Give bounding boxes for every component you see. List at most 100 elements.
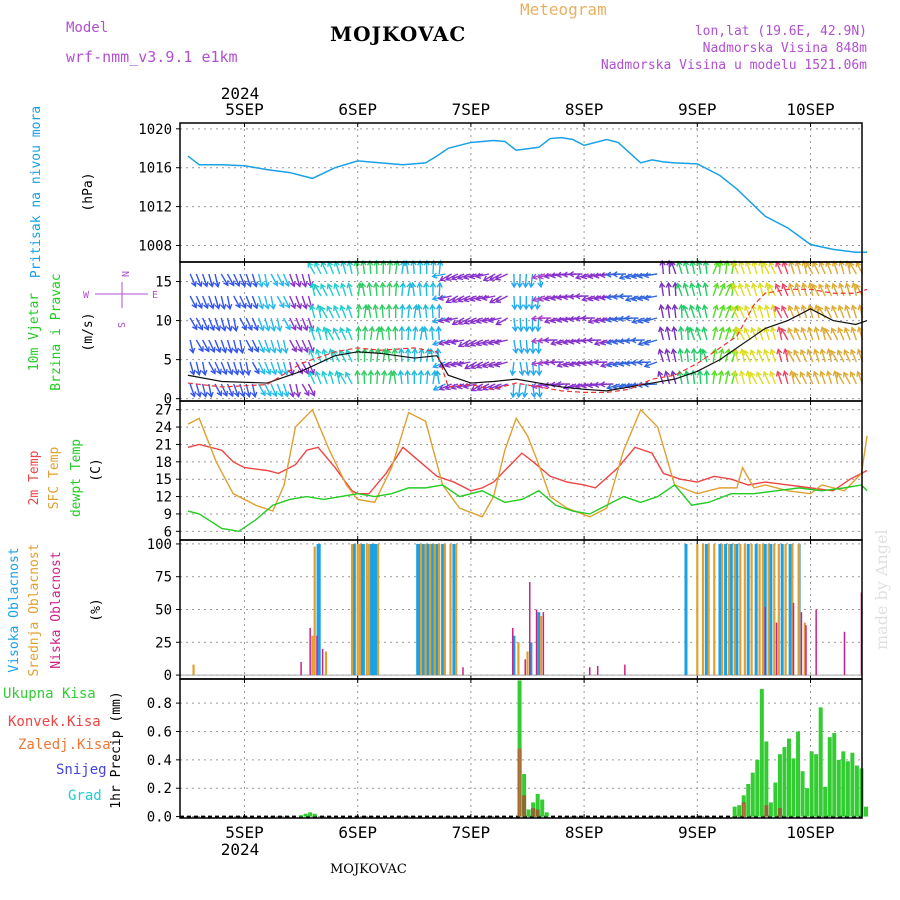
total-precip-bar [800,771,805,817]
wind-arrow [839,261,845,275]
wind-arrow-head [233,391,240,398]
wind-arrow [852,283,858,297]
wind-arrow-head [682,282,689,289]
wind-arrow-head [380,369,388,376]
wind-arrow [407,326,410,341]
wind-arrow-head [670,370,677,377]
high-cloud-bar [369,543,373,676]
wind-arrow [334,261,341,275]
wind-arrow [195,317,203,330]
wind-arrow-head [749,349,756,356]
wind-arrow [489,273,502,281]
wind-arrow-head [474,272,482,279]
wind-arrow [837,350,845,363]
wind-arrow-head [360,369,368,376]
wind-arrow [195,295,203,309]
wind-arrow-head [438,384,445,391]
wind-arrow [347,305,353,319]
wind-arrow [495,295,509,303]
wind-arrow [282,339,287,353]
wind-arrow [463,383,477,388]
wind-arrow [613,383,627,389]
wind-arrow-head [516,282,524,289]
wind-arrow [425,282,428,297]
wind-arrow [270,273,278,286]
wind-arrow-head [221,369,228,376]
wind-arrow [749,372,758,385]
wind-arrow [257,317,264,331]
wind-arrow [825,283,833,297]
wind-arrow [470,317,484,324]
wind-arrow-head [309,368,316,376]
wind-arrow [245,339,253,352]
wind-arrow-head [308,326,315,333]
wind-arrow-head [451,319,458,326]
wind-arrow [201,317,209,331]
wind-arrow [407,283,411,297]
low-cloud-bar [462,667,464,676]
wind-arrow-head [549,294,556,301]
high-cloud-bar [361,543,365,676]
mid-cloud-bar [727,543,731,676]
wind-arrow [800,372,808,385]
wind-arrow [734,327,739,341]
wind-arrow-head [658,303,665,311]
wind-arrow-head [701,348,708,355]
wind-arrow-head [385,303,393,310]
wind-arrow-head [776,348,783,355]
wind-arrow-head [191,324,198,331]
wind-arrow [724,305,731,319]
total-precip-bar [777,754,782,817]
wind-arrow-head [696,369,704,376]
wind-arrow-head [855,283,861,290]
wind-arrow-head [630,359,637,366]
wind-arrow-head [636,359,643,366]
wind-arrow-head [511,326,519,333]
wind-arrow-head [536,314,543,322]
wind-arrow-head [781,282,788,290]
wind-arrow-head [411,347,418,354]
wind-arrow-head [800,304,807,311]
wind-arrow-head [580,337,587,344]
low-cloud-bar [512,627,514,676]
wind-arrow-head [238,347,245,355]
wind-arrow-head [743,327,750,334]
wind-arrow [476,361,490,368]
wind-arrow [341,261,347,275]
wind-arrow [513,339,517,353]
wind-arrow [245,361,250,375]
wind-arrow-head [353,259,360,267]
wind-arrow-head [580,359,587,367]
wind-arrow-head [726,282,733,290]
bottom-year-label: 2024 [221,840,260,859]
wind-arrow [836,372,845,385]
wind-arrow-head [701,303,709,311]
wind-arrow [588,317,602,323]
wind-arrow-head [366,281,373,288]
top-date-label: 8SEP [565,100,604,119]
wind-arrow-head [240,281,247,288]
wind-arrow [257,295,264,309]
wind-arrow-head [530,370,537,377]
wind-arrow [374,305,378,319]
wind-arrow [594,339,608,345]
wind-arrow [214,273,219,287]
wind-arrow [771,327,777,341]
wind-arrow [731,306,739,319]
wind-arrow-head [664,325,671,333]
wind-arrow-head [332,349,338,356]
wind-arrow-head [431,317,439,324]
wind-arrow-head [659,259,666,266]
wind-arrow [464,361,477,370]
wind-arrow [661,260,665,275]
wind-y-tick-label: 5 [164,353,172,369]
wind-arrow [777,349,783,363]
wind-arrow-head [617,315,625,322]
wind-arrow-head [246,303,253,310]
wind-arrow [329,371,335,385]
high-cloud-bar [729,543,733,676]
wind-arrow-head [624,273,631,280]
wind-arrow [789,261,795,275]
wind-arrow-head [611,271,618,278]
wind-arrow-head [315,326,322,333]
